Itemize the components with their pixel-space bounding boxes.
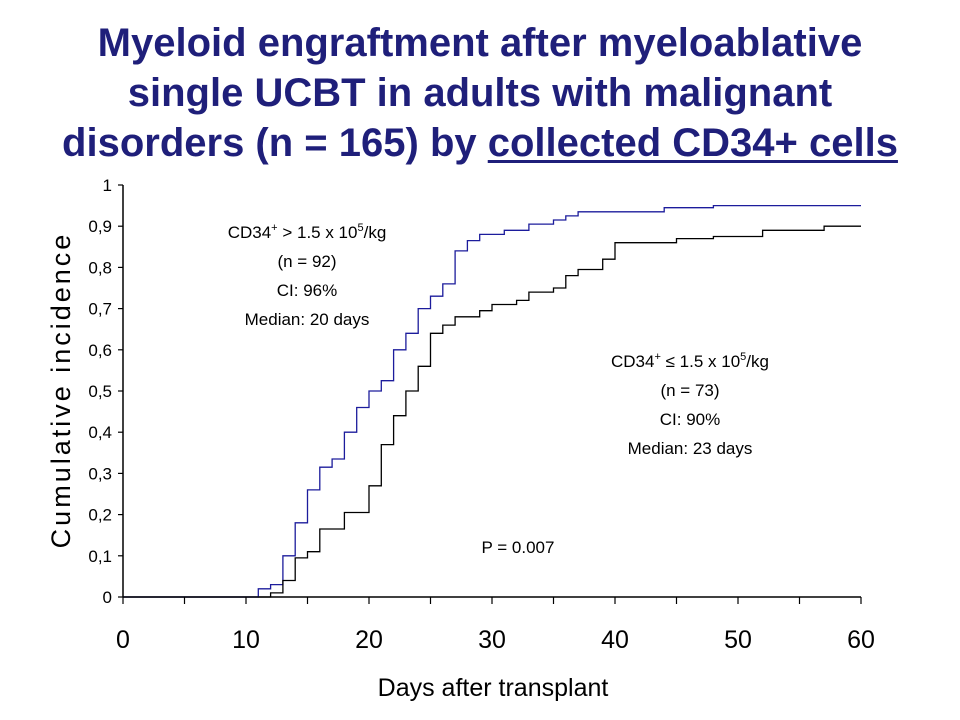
y-tick-label: 0 — [103, 588, 112, 607]
x-tick-label: 50 — [724, 626, 752, 654]
x-axis-label: Days after transplant — [378, 674, 609, 702]
x-tick-label: 40 — [601, 626, 629, 654]
y-tick-label: 1 — [103, 176, 112, 195]
annotation-high-median: Median: 20 days — [245, 310, 370, 329]
x-tick-label: 10 — [232, 626, 260, 654]
ticks-layer: 00,10,20,30,40,50,60,70,80,910 10 20 30 40 50… — [88, 176, 875, 654]
series-line-cd34-high — [123, 204, 861, 598]
y-tick-label: 0,4 — [88, 423, 112, 442]
x-tick-label: 20 — [355, 626, 383, 654]
axes — [122, 185, 861, 598]
x-tick-label: 0 — [116, 626, 130, 654]
y-tick-label: 0,6 — [88, 341, 112, 360]
y-tick-label: 0,3 — [88, 464, 112, 483]
chart-title: Myeloid engraftment after myeloablative … — [0, 18, 960, 168]
annotation-low-ci: CI: 90% — [660, 410, 720, 429]
y-tick-label: 0,5 — [88, 382, 112, 401]
y-tick-label: 0,9 — [88, 217, 112, 236]
annotation-low-label: CD34+ ≤ 1.5 x 105/kg — [611, 351, 769, 371]
y-tick-label: 0,7 — [88, 300, 112, 319]
series-layer — [123, 204, 861, 598]
annotation-high-label: CD34+ > 1.5 x 105/kg — [228, 222, 387, 242]
y-axis-label: Cumulative incidence — [46, 232, 76, 549]
annotation-low-median: Median: 23 days — [628, 439, 753, 458]
x-tick-label: 30 — [478, 626, 506, 654]
annotation-high: CD34+ > 1.5 x 105/kg (n = 92) CI: 96% Me… — [228, 222, 387, 329]
title-line-1: Myeloid engraftment after myeloablative — [97, 21, 863, 65]
annotation-high-n: (n = 92) — [277, 252, 336, 271]
p-value: P = 0.007 — [482, 538, 555, 557]
title-line-2: single UCBT in adults with malignant — [127, 71, 833, 115]
title-line-3-underlined: collected CD34+ cells — [487, 121, 898, 165]
x-tick-label: 60 — [847, 626, 875, 654]
y-tick-label: 0,1 — [88, 547, 112, 566]
y-tick-label: 0,8 — [88, 258, 112, 277]
series-line-cd34-low — [123, 225, 861, 598]
title-line-3-prefix: disorders (n = 165) by — [62, 121, 488, 165]
title-line-3: disorders (n = 165) by collected CD34+ c… — [0, 118, 960, 168]
annotation-low: CD34+ ≤ 1.5 x 105/kg (n = 73) CI: 90% Me… — [611, 351, 769, 458]
annotation-low-n: (n = 73) — [660, 381, 719, 400]
annotation-high-ci: CI: 96% — [277, 281, 337, 300]
y-tick-label: 0,2 — [88, 506, 112, 525]
